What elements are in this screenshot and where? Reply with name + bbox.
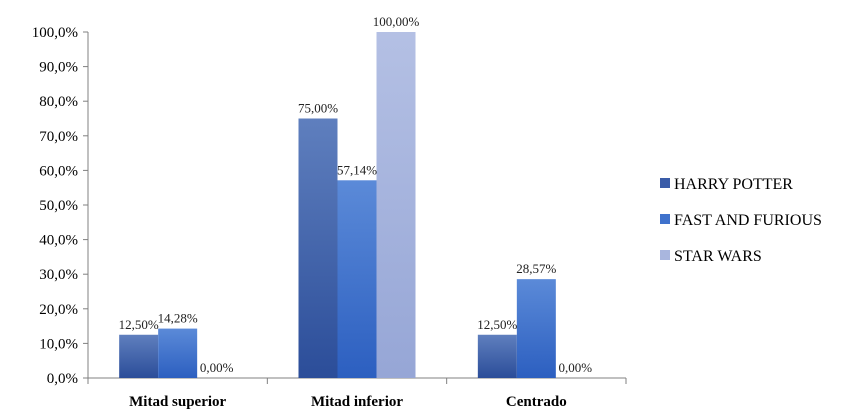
data-label: 57,14%: [337, 162, 377, 177]
y-tick-label: 50,0%: [39, 198, 78, 214]
data-label: 75,00%: [298, 101, 338, 116]
y-tick-label: 60,0%: [39, 163, 78, 179]
y-tick-label: 70,0%: [39, 129, 78, 145]
x-category-label: Centrado: [506, 394, 567, 410]
y-tick-label: 30,0%: [39, 267, 78, 283]
legend-swatch: [660, 250, 670, 260]
legend-swatch: [660, 214, 670, 224]
y-tick-label: 10,0%: [39, 336, 78, 352]
bar-2: [337, 180, 377, 378]
data-label: 12,50%: [477, 317, 517, 332]
legend-label: FAST AND FURIOUS: [674, 212, 822, 229]
bar-1: [477, 334, 517, 378]
data-label: 28,57%: [516, 261, 556, 276]
data-labels: 12,50%14,28%0,00%75,00%57,14%100,00%12,5…: [119, 14, 593, 375]
y-tick-label: 0,0%: [47, 371, 78, 387]
x-category-label: Mitad inferior: [311, 394, 403, 410]
bar-1: [119, 334, 159, 378]
y-tick-label: 80,0%: [39, 94, 78, 110]
x-category-label: Mitad superior: [129, 394, 226, 410]
bar-1: [298, 118, 338, 378]
data-label: 0,00%: [200, 360, 234, 375]
bar-2: [158, 328, 198, 378]
bar-2: [516, 279, 556, 378]
axes: 0,0% 10,0% 20,0% 30,0% 40,0% 50,0% 60,0% 70,0% 8…: [32, 25, 627, 410]
data-label: 14,28%: [158, 311, 198, 326]
data-label: 0,00%: [559, 360, 593, 375]
y-tick-label: 100,0%: [32, 25, 78, 41]
y-tick-label: 20,0%: [39, 302, 78, 318]
legend-label: HARRY POTTER: [674, 176, 793, 193]
bars: [119, 32, 556, 378]
legend-swatch: [660, 178, 670, 188]
data-label: 12,50%: [119, 317, 159, 332]
y-tick-label: 90,0%: [39, 60, 78, 76]
legend: HARRY POTTER FAST AND FURIOUS STAR WARS: [660, 176, 822, 265]
data-label: 100,00%: [373, 14, 420, 29]
legend-label: STAR WARS: [674, 248, 762, 265]
bar-3: [376, 32, 416, 378]
y-tick-label: 40,0%: [39, 233, 78, 249]
